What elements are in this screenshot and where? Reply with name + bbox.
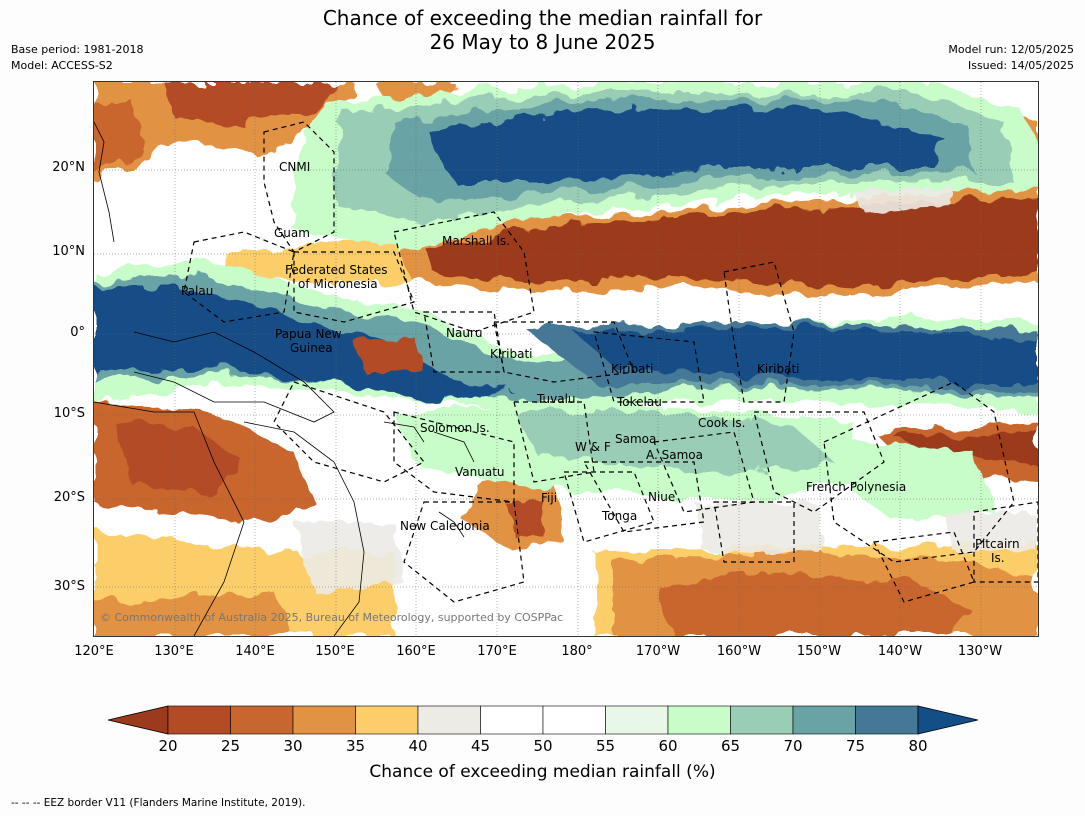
lon-label-180: 180° xyxy=(561,644,593,659)
lon-label-170e: 170°E xyxy=(477,644,517,659)
lon-label-140w: 140°W xyxy=(877,644,923,659)
label-pitcairn-2: Is. xyxy=(991,551,1005,565)
colorbar-tick-label: 65 xyxy=(720,737,741,755)
colorbar-tick-label: 50 xyxy=(533,737,553,755)
label-asamoa: A. Samoa xyxy=(646,448,703,462)
lon-label-150w: 150°W xyxy=(796,644,842,659)
graticule xyxy=(94,82,1038,636)
colorbar-tick-label: 80 xyxy=(908,737,928,755)
label-pitcairn-1: Pitcairn xyxy=(975,537,1020,551)
label-png-1: Papua New xyxy=(275,327,342,341)
colorbar-label: Chance of exceeding median rainfall (%) xyxy=(369,762,716,782)
label-fsm-2: of Micronesia xyxy=(298,277,378,291)
colorbar-tick-label: 30 xyxy=(283,737,303,755)
copyright-text: © Commonwealth of Australia 2025, Bureau… xyxy=(100,611,563,624)
colorbar-segment xyxy=(292,705,356,735)
colorbar-segment xyxy=(355,705,419,735)
lat-label-0: 0° xyxy=(70,325,85,340)
lon-label-170w: 170°W xyxy=(635,644,681,659)
speckle-field xyxy=(294,187,1038,592)
lat-label-10n: 10°N xyxy=(52,244,85,259)
lon-label-160w: 160°W xyxy=(716,644,762,659)
label-cook: Cook Is. xyxy=(698,416,745,430)
label-tokelau: Tokelau xyxy=(616,395,662,409)
lat-label-20n: 20°N xyxy=(52,160,85,175)
model-name: Model: ACCESS-S2 xyxy=(11,59,113,72)
colorbar-segment xyxy=(230,705,294,735)
base-period: Base period: 1981-2018 xyxy=(11,43,144,56)
colorbar xyxy=(107,705,979,739)
label-new-caledonia: New Caledonia xyxy=(400,519,490,533)
label-cnmi: CNMI xyxy=(279,160,310,174)
lat-label-30s: 30°S xyxy=(53,579,85,594)
colorbar-tick-label: 55 xyxy=(595,737,616,755)
colorbar-tick-label: 70 xyxy=(783,737,803,755)
rainfall-map: CNMI Guam Marshall Is. Federated States … xyxy=(93,81,1039,637)
map-canvas: CNMI Guam Marshall Is. Federated States … xyxy=(94,82,1038,636)
colorbar-segment xyxy=(542,705,606,735)
eez-borders xyxy=(183,121,1038,603)
lon-label-160e: 160°E xyxy=(396,644,436,659)
colorbar-segment xyxy=(792,705,856,735)
label-palau: Palau xyxy=(181,284,213,298)
colorbar-tick-label: 25 xyxy=(220,737,241,755)
colorbar-segment xyxy=(667,705,731,735)
label-samoa: Samoa xyxy=(615,432,656,446)
label-kiribati-west: Kiribati xyxy=(490,347,532,361)
label-marshall: Marshall Is. xyxy=(442,234,510,248)
lon-label-130e: 130°E xyxy=(154,644,194,659)
label-kiribati-central: Kiribati xyxy=(611,362,653,376)
label-wf: W & F xyxy=(575,440,611,454)
colorbar-tick-label: 35 xyxy=(345,737,366,755)
colorbar-tick-label: 75 xyxy=(845,737,866,755)
colorbar-extend-low xyxy=(107,705,169,735)
lon-label-140e: 140°E xyxy=(235,644,275,659)
issued-date: Issued: 14/05/2025 xyxy=(967,59,1074,72)
title-line-2: 26 May to 8 June 2025 xyxy=(429,30,656,54)
run-info: Model run: 12/05/2025 Issued: 14/05/2025 xyxy=(948,42,1074,74)
colorbar-extend-high xyxy=(917,705,979,735)
label-solomon: Solomon Is. xyxy=(420,421,490,435)
lon-label-130w: 130°W xyxy=(957,644,1003,659)
label-nauru: Nauru xyxy=(446,326,482,340)
map-title: Chance of exceeding the median rainfall … xyxy=(0,6,1085,54)
title-line-1: Chance of exceeding the median rainfall … xyxy=(322,6,763,30)
lat-label-20s: 20°S xyxy=(53,490,85,505)
label-png-2: Guinea xyxy=(290,341,333,355)
lat-label-10s: 10°S xyxy=(53,406,85,421)
colorbar-segment xyxy=(417,705,481,735)
base-period-info: Base period: 1981-2018 Model: ACCESS-S2 xyxy=(11,42,143,74)
label-fiji: Fiji xyxy=(541,491,557,505)
label-guam: Guam xyxy=(274,226,310,240)
colorbar-segment xyxy=(730,705,794,735)
colorbar-tick-label: 60 xyxy=(658,737,678,755)
label-kiribati-east: Kiribati xyxy=(757,362,799,376)
colorbar-ticks: 20 25 30 35 40 45 50 55 60 65 70 75 80 xyxy=(0,737,1085,757)
eez-footnote: -- -- -- EEZ border V11 (Flanders Marine… xyxy=(11,797,306,809)
coastlines xyxy=(94,121,475,636)
colorbar-segment xyxy=(167,705,231,735)
colorbar-segment xyxy=(855,705,919,735)
colorbar-tick-label: 20 xyxy=(158,737,178,755)
colorbar-segment xyxy=(605,705,669,735)
lon-label-120e: 120°E xyxy=(74,644,114,659)
lon-label-150e: 150°E xyxy=(315,644,355,659)
colorbar-segment xyxy=(480,705,544,735)
label-tonga: Tonga xyxy=(601,509,637,523)
label-vanuatu: Vanuatu xyxy=(455,465,505,479)
colorbar-svg xyxy=(107,705,979,735)
label-niue: Niue xyxy=(648,490,675,504)
colorbar-tick-label: 45 xyxy=(470,737,491,755)
model-run: Model run: 12/05/2025 xyxy=(948,43,1074,56)
colorbar-tick-label: 40 xyxy=(408,737,428,755)
label-fsm-1: Federated States xyxy=(285,263,387,277)
label-french-polynesia: French Polynesia xyxy=(806,480,906,494)
region-labels: CNMI Guam Marshall Is. Federated States … xyxy=(181,160,1020,565)
label-tuvalu: Tuvalu xyxy=(536,392,576,406)
